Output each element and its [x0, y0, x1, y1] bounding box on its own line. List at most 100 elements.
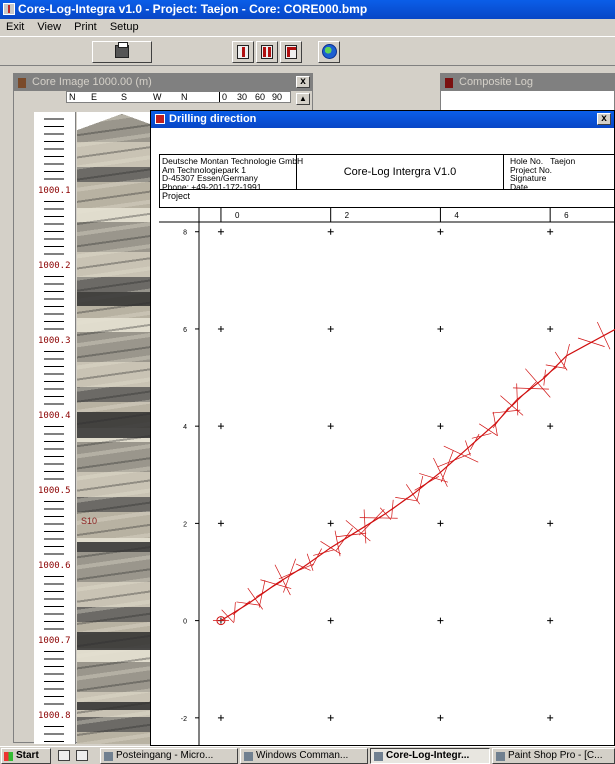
- dip-0: 0: [222, 92, 228, 102]
- orientation-whisker: [247, 587, 263, 610]
- menu-print[interactable]: Print: [74, 21, 97, 33]
- depth-label: 1000.8: [37, 711, 72, 721]
- menu-exit[interactable]: Exit: [6, 21, 25, 33]
- grid-marker: [547, 325, 554, 332]
- orientation-whisker: [345, 520, 371, 542]
- drilling-direction-plot[interactable]: 0 2 4 6 8 6 4 2 0 -2: [159, 208, 615, 747]
- grid-marker: [327, 714, 334, 721]
- scroll-up-button[interactable]: ▲: [296, 93, 310, 105]
- company-line: Am Technologiepark 1: [162, 164, 246, 175]
- drilling-direction-window[interactable]: Drilling direction x Deutsche Montan Tec…: [150, 110, 615, 747]
- depth-scale: 1000.1 1000.2 1000.3 1000.4 1000.5 1000.…: [34, 112, 76, 744]
- orientation-whisker: [563, 343, 570, 368]
- log-split-icon: [261, 45, 273, 59]
- drill-window-icon: [155, 114, 165, 124]
- orientation-whisker: [405, 484, 420, 505]
- print-button[interactable]: [92, 41, 152, 63]
- composite-log-titlebar[interactable]: Composite Log: [441, 74, 614, 91]
- orientation-whisker: [359, 517, 398, 519]
- depth-label: 1000.5: [37, 486, 72, 496]
- grid-marker: [437, 520, 444, 527]
- orientation-whisker: [516, 383, 519, 416]
- x-tick-label: 4: [454, 211, 459, 220]
- depth-label: 1000.7: [37, 636, 72, 646]
- orientation-whisker: [359, 508, 385, 536]
- date-label: Date: [510, 181, 528, 192]
- orientation-whisker: [278, 563, 315, 580]
- orientation-whisker: [233, 602, 236, 623]
- orientation-whisker: [416, 476, 424, 502]
- log-split-button[interactable]: [256, 41, 278, 63]
- orientation-whisker: [236, 601, 261, 606]
- orientation-whisker: [577, 337, 605, 347]
- orientation-whisker: [471, 433, 492, 439]
- drill-direction-button[interactable]: [280, 41, 302, 63]
- core-window-icon: [18, 78, 26, 88]
- hole-value: Taejon: [550, 156, 576, 166]
- depth-label: 1000.3: [37, 336, 72, 346]
- composite-window-icon: [445, 78, 453, 88]
- grid-marker: [547, 520, 554, 527]
- report-header: Deutsche Montan Technologie GmbH Am Tech…: [159, 154, 615, 192]
- drill-close-button[interactable]: x: [597, 113, 611, 125]
- task-outlook[interactable]: Posteingang - Micro...: [100, 748, 238, 764]
- orientation-whisker: [470, 433, 480, 451]
- grid-marker: [327, 423, 334, 430]
- task-core-log-integra[interactable]: Core-Log-Integr...: [370, 748, 490, 764]
- log-bars-button[interactable]: [232, 41, 254, 63]
- core-image-title: Core Image 1000.00 (m): [32, 76, 152, 88]
- compass-n2: N: [181, 92, 188, 102]
- depth-label: 1000.4: [37, 411, 72, 421]
- orientation-whisker: [391, 497, 408, 511]
- orientation-whisker: [443, 445, 479, 463]
- task-windows-commander[interactable]: Windows Comman...: [240, 748, 368, 764]
- menu-view[interactable]: View: [37, 21, 62, 33]
- grid-marker: [437, 617, 444, 624]
- core-image-titlebar[interactable]: Core Image 1000.00 (m) x: [14, 74, 312, 91]
- globe-icon: [322, 44, 337, 59]
- core-close-button[interactable]: x: [296, 76, 310, 88]
- company-line: D-45307 Essen/Germany: [162, 173, 258, 183]
- composite-log-window[interactable]: Composite Log: [440, 73, 615, 113]
- dip-90: 90: [272, 92, 283, 102]
- project-row: Project: [159, 190, 615, 208]
- plot-svg: 0 2 4 6 8 6 4 2 0 -2: [159, 208, 615, 747]
- orientation-whisker: [525, 368, 551, 398]
- start-button[interactable]: Start: [1, 748, 51, 764]
- y-tick-label: 2: [183, 521, 187, 528]
- taskbar: Start Posteingang - Micro... Windows Com…: [0, 746, 615, 764]
- compass-n: N: [69, 92, 76, 102]
- drilling-direction-titlebar[interactable]: Drilling direction x: [151, 111, 614, 128]
- orientation-whisker: [554, 351, 568, 371]
- quick-launch-icon[interactable]: [58, 750, 70, 761]
- grid-marker: [327, 520, 334, 527]
- orientation-whisker: [419, 473, 449, 483]
- x-tick-label: 6: [564, 211, 569, 220]
- grid-marker: [437, 423, 444, 430]
- y-tick-label: 0: [183, 619, 187, 626]
- drilling-direction-title: Drilling direction: [169, 113, 257, 125]
- menu-bar: Exit View Print Setup: [0, 19, 615, 35]
- orientation-whisker: [295, 563, 311, 571]
- log-bars-icon: [237, 45, 249, 59]
- orientation-whisker: [313, 549, 335, 556]
- orientation-whisker: [511, 381, 537, 407]
- grid-marker: [547, 228, 554, 235]
- x-tick-label: 2: [345, 211, 350, 220]
- grid-marker: [547, 423, 554, 430]
- depth-label: 1000.1: [37, 186, 72, 196]
- orientation-whisker: [492, 411, 498, 436]
- menu-setup[interactable]: Setup: [109, 21, 139, 33]
- company-line: Deutsche Montan Technologie GmbH: [162, 156, 304, 166]
- company-line: Phone: +49-201-172-1991: [162, 181, 262, 192]
- grid-marker: [217, 228, 224, 235]
- app-icon[interactable]: [3, 3, 15, 15]
- orientation-whisker: [437, 453, 471, 468]
- grid-marker: [217, 520, 224, 527]
- orientation-whisker: [306, 553, 314, 571]
- task-paint-shop-pro[interactable]: Paint Shop Pro - [C...: [492, 748, 615, 764]
- globe-button[interactable]: [318, 41, 340, 63]
- orientation-whisker: [336, 532, 367, 538]
- quick-launch-icon[interactable]: [76, 750, 88, 761]
